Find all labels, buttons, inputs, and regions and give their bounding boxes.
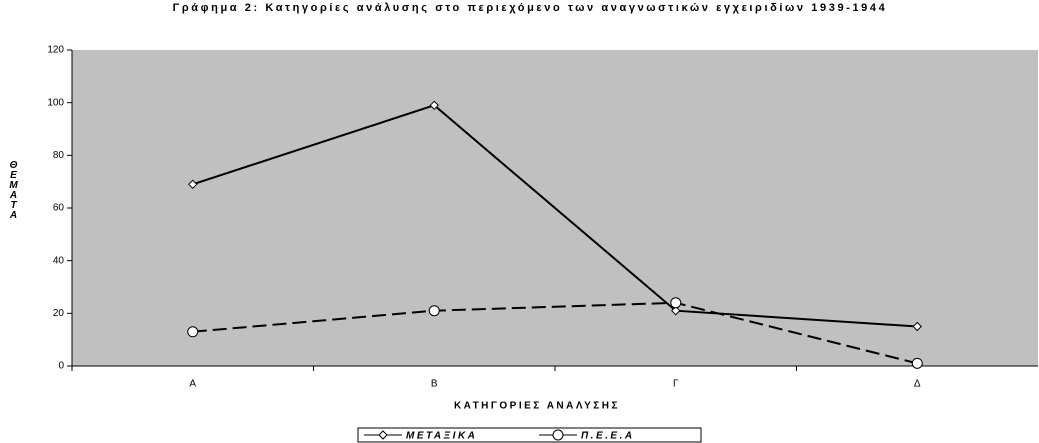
y-tick-label: 120: [47, 45, 64, 56]
legend-label: ΜΕΤΑΞΙΚΑ: [406, 431, 477, 442]
legend-box: [357, 427, 702, 443]
marker: [429, 100, 439, 111]
marker: [187, 326, 199, 338]
x-tick-label: Α: [189, 379, 196, 390]
y-tick-label: 100: [47, 97, 64, 108]
series-line: [192, 104, 918, 328]
y-tick-label: 20: [53, 308, 65, 319]
marker: [428, 305, 440, 317]
y-axis-label: ΘΕΜΑΤΑ: [8, 160, 19, 220]
y-tick-label: 0: [58, 361, 64, 372]
legend-label: Π.Ε.Ε.Α: [581, 431, 635, 442]
marker: [911, 357, 923, 369]
x-tick-label: Δ: [914, 379, 921, 390]
marker: [188, 179, 198, 190]
x-tick-label: Β: [431, 379, 438, 390]
y-tick-label: 40: [53, 255, 65, 266]
y-tick-label: 80: [53, 150, 65, 161]
marker: [552, 429, 564, 441]
series-line: [192, 301, 918, 365]
marker: [912, 321, 922, 332]
x-axis-label: ΚΑΤΗΓΟΡΙΕΣ ΑΝΑΛΥΣΗΣ: [454, 401, 620, 412]
marker: [670, 297, 682, 309]
x-tick-label: Γ: [673, 379, 679, 390]
chart-title: Γράφημα 2: Κατηγορίες ανάλυσης στο περιε…: [172, 2, 888, 14]
marker: [378, 430, 388, 440]
y-tick-label: 60: [53, 203, 65, 214]
legend: ΜΕΤΑΞΙΚΑ Π.Ε.Ε.Α: [357, 427, 702, 443]
